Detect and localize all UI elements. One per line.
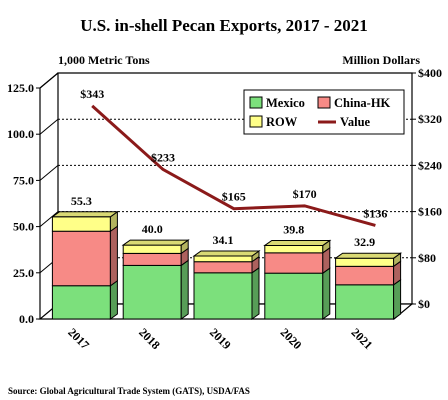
gridline-depth [39,211,59,227]
bar-mexico-side [180,259,189,320]
bar-total-label: 55.3 [71,194,92,208]
plot-area: 0.0 25.0 50.0 75.0 100.0 125.0 $0 $80 $160 $240 $3… [7,66,442,352]
legend-label-row: ROW [266,115,298,129]
value-line-label: $233 [151,150,175,164]
category-label: 2020 [278,325,305,352]
value-line-label: $170 [293,187,317,201]
left-tick-label: 125.0 [7,81,34,95]
legend-swatch-row [249,115,263,128]
bar-mexico-side [393,278,402,320]
bar-row-front [51,216,111,232]
bar-china-hk-front [51,230,111,287]
right-axis-unit: Million Dollars [342,53,420,67]
bar-total-label: 39.8 [283,222,304,236]
gridline-depth [39,118,59,135]
chart-title: U.S. in-shell Pecan Exports, 2017 - 2021 [80,16,368,35]
bar-mexico-side [251,266,260,320]
value-line [91,104,376,227]
category-label: 2017 [65,325,92,352]
right-tick-label: $240 [418,158,442,172]
bar-mexico-side [109,279,118,320]
bar-row-top [121,239,190,246]
bar-row-front [335,257,395,267]
category-label: 2019 [207,325,234,352]
legend-label-mexico: Mexico [266,96,305,110]
bar-row-front [193,255,253,263]
right-tick-label: $320 [418,112,442,126]
bar-china-hk-front [335,265,395,286]
bar-total-label: 40.0 [142,222,163,236]
category-label: 2021 [348,325,375,352]
bar-total-label: 34.1 [213,233,234,247]
bar-row-top [50,211,119,218]
value-line-label: $165 [222,190,246,204]
right-tick-label: $400 [418,66,442,80]
bar-mexico-front [264,272,324,320]
gridline-depth [39,165,59,181]
bar-china-hk-side [109,225,118,287]
legend-swatch-china-hk [317,96,331,109]
category-label: 2018 [136,325,163,352]
bar-mexico-front [122,264,182,320]
legend: Mexico China-HK ROW Value [243,89,405,135]
right-tick-label: $160 [418,205,442,219]
bar-mexico-front [335,284,395,320]
legend-label-china-hk: China-HK [334,96,391,110]
right-tick-label: $0 [418,297,430,311]
legend-swatch-mexico [249,96,263,109]
bar-china-hk-front [193,261,253,274]
bar-mexico-front [51,285,111,320]
value-line-label: $343 [80,87,104,101]
left-tick-label: 100.0 [7,127,34,141]
bar-row-front [264,244,324,254]
left-tick-label: 50.0 [13,220,34,234]
legend-label-value: Value [340,115,371,129]
right-tick-label: $80 [418,251,436,265]
bar-china-hk-front [264,252,324,274]
bar-row-top [334,252,403,259]
bar-row-front [122,244,182,254]
left-axis-unit: 1,000 Metric Tons [58,53,150,67]
source-note: Source: Global Agricultural Trade System… [8,386,250,396]
gridline-depth [39,72,59,89]
left-tick-label: 25.0 [13,266,34,280]
value-line-label: $136 [363,206,387,220]
bar-row-top [263,239,332,246]
bar-row-top [192,250,261,257]
bar-mexico-side [322,267,331,320]
left-tick-label: 0.0 [19,312,34,326]
bar-china-hk-front [122,252,182,266]
bar-mexico-front [193,272,253,320]
left-tick-label: 75.0 [13,173,34,187]
bar-total-label: 32.9 [354,235,375,249]
